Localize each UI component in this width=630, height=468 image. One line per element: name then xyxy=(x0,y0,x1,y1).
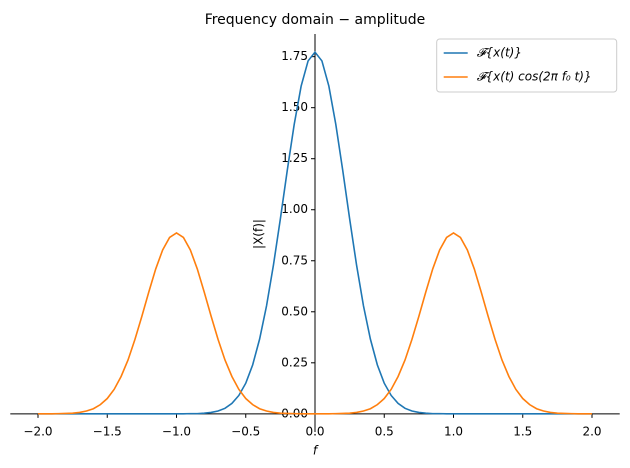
legend-label: 𝓕{x(t)} xyxy=(477,46,522,60)
y-tick-label: 1.00 xyxy=(281,202,308,216)
legend: 𝓕{x(t)} 𝓕{x(t) cos(2π f₀ t)} xyxy=(436,38,618,93)
y-tick-label: 1.75 xyxy=(281,49,308,63)
x-tick-label: 1.5 xyxy=(513,424,532,438)
y-axis-label: |X(f)| xyxy=(252,219,266,249)
x-tick-label: −2.0 xyxy=(23,424,52,438)
x-tick-label: 0.5 xyxy=(375,424,394,438)
line-series xyxy=(38,232,592,415)
x-tick-label: 0.0 xyxy=(305,424,324,438)
y-tick-label: 0.25 xyxy=(281,355,308,369)
legend-label: 𝓕{x(t) cos(2π f₀ t)} xyxy=(477,70,592,84)
x-tick-label: −1.5 xyxy=(93,424,122,438)
y-tick-label: 1.25 xyxy=(281,151,308,165)
y-tick-label: 0.75 xyxy=(281,253,308,267)
chart-title: Frequency domain − amplitude xyxy=(205,12,426,28)
x-tick-label: 2.0 xyxy=(582,424,601,438)
y-tick-label: 0.50 xyxy=(281,304,308,318)
y-tick-label: 1.50 xyxy=(281,100,308,114)
legend-box xyxy=(436,38,618,93)
x-tick-label: 1.0 xyxy=(444,424,463,438)
x-axis-label: f xyxy=(313,444,319,458)
x-tick-label: −1.0 xyxy=(162,424,191,438)
x-tick-label: −0.5 xyxy=(231,424,260,438)
line-series xyxy=(38,50,592,415)
